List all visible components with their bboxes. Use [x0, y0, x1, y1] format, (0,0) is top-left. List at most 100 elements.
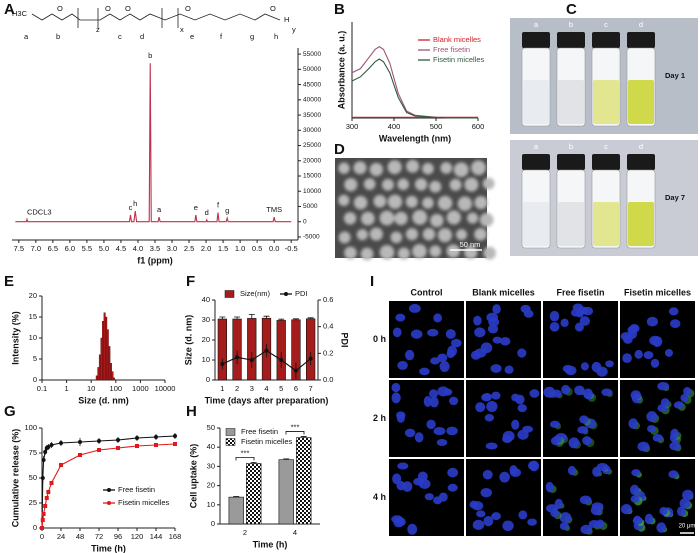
nucleus: [482, 392, 492, 401]
marker: [41, 512, 46, 516]
error-bar: [250, 461, 257, 464]
particle: [356, 229, 368, 241]
vial-letter: b: [569, 20, 573, 29]
nucleus: [657, 382, 670, 391]
marker: [235, 355, 240, 360]
nucleus: [430, 357, 440, 365]
nucleus: [590, 505, 603, 516]
marker: [43, 450, 48, 454]
x-tick-label: 6.5: [48, 244, 58, 253]
x-tick-label: 300: [346, 122, 359, 131]
nucleus: [499, 336, 511, 346]
marker: [78, 453, 82, 457]
nucleus: [427, 328, 439, 337]
marker: [279, 358, 284, 362]
particle: [457, 196, 473, 211]
marker: [43, 504, 48, 508]
nucleus: [446, 349, 455, 359]
nucleus: [443, 388, 453, 396]
y-tick-label: 10: [202, 355, 210, 364]
marker: [41, 458, 46, 462]
particle: [405, 195, 418, 208]
marker: [249, 358, 254, 362]
repeat-index: y: [292, 25, 296, 34]
peak-label: TMS: [266, 205, 282, 214]
nucleus: [433, 313, 443, 323]
x-tick-label: 4: [264, 384, 268, 393]
nucleus: [476, 510, 486, 518]
particle: [464, 245, 478, 260]
vial-cap: [522, 154, 550, 170]
y-tick-label: 75: [29, 448, 37, 457]
y-axis-label: Cumulative release (%): [10, 429, 20, 528]
bar: [102, 321, 105, 381]
y-tick-label: 10: [207, 500, 215, 509]
x-tick-label: 24: [57, 532, 65, 541]
vial-cap: [592, 154, 620, 170]
nucleus: [647, 424, 656, 433]
nucleus: [637, 441, 650, 452]
y-tick-label: 25: [29, 498, 37, 507]
x-tick-label: 4: [293, 528, 297, 537]
nucleus: [445, 329, 456, 339]
x-tick-label: 7.5: [14, 244, 24, 253]
proton-label: a: [24, 32, 29, 41]
y-tick-label: 55000: [303, 51, 321, 58]
x-tick-label: 5.0: [99, 244, 109, 253]
row-label: 4 h: [373, 492, 386, 502]
nucleus: [483, 516, 494, 527]
nucleus: [502, 520, 514, 532]
particle: [422, 228, 436, 241]
bar: [113, 377, 116, 381]
x-tick-label: 100: [110, 384, 123, 393]
nucleus: [649, 335, 661, 346]
y-axis-label: Intensity (%): [10, 311, 20, 365]
nucleus: [447, 467, 459, 478]
row-label: 0 h: [373, 334, 386, 344]
nucleus: [491, 391, 501, 400]
row-label: 2 h: [373, 413, 386, 423]
peak-label: h: [133, 199, 137, 208]
scale-label: 20 μm: [679, 524, 696, 530]
bar: [232, 318, 242, 381]
particle: [422, 162, 434, 175]
x-tick-label: 7: [309, 384, 313, 393]
legend-label: Fisetin micelles: [241, 437, 293, 446]
y-tick-label: 20000: [303, 157, 321, 164]
vial-cap: [557, 32, 585, 48]
y-tick-label: 25000: [303, 142, 321, 149]
y-tick-label: 10000: [303, 188, 321, 195]
marker: [135, 444, 139, 448]
x-tick-label: 4.5: [116, 244, 126, 253]
proton-label: h: [274, 32, 278, 41]
x-tick-label: 3.5: [150, 244, 160, 253]
nucleus: [646, 316, 658, 327]
bar: [98, 354, 101, 381]
vial-cap: [627, 154, 655, 170]
particle: [363, 178, 376, 190]
marker: [135, 436, 139, 440]
bar: [109, 363, 112, 381]
x-tick-label: 168: [169, 532, 182, 541]
particle: [446, 210, 461, 225]
x-tick-label: 1.0: [235, 244, 245, 253]
line: [351, 58, 478, 119]
nucleus: [404, 428, 416, 438]
nucleus: [549, 322, 560, 332]
atom: O: [57, 4, 63, 13]
nucleus: [669, 441, 681, 451]
marker: [97, 439, 101, 443]
nucleus: [644, 513, 654, 525]
nucleus: [408, 303, 421, 313]
nucleus: [447, 483, 458, 492]
particle: [471, 160, 486, 176]
nucleus: [392, 473, 402, 485]
nucleus: [423, 396, 432, 407]
y-tick-label: 40: [202, 295, 210, 304]
repeat-index: z: [96, 25, 100, 34]
error-bar: [292, 318, 299, 320]
nucleus: [630, 484, 640, 496]
particle: [360, 211, 375, 226]
marker: [293, 368, 298, 373]
bar: [103, 312, 106, 381]
